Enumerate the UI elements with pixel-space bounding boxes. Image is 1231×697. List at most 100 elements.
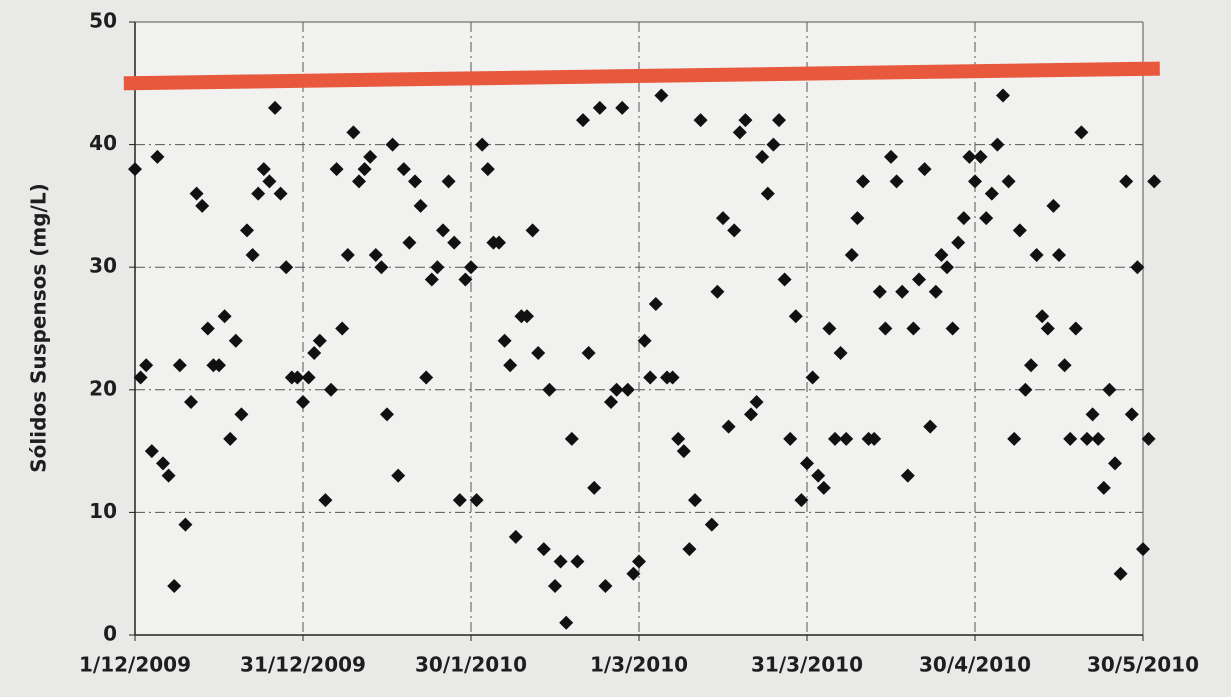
point xyxy=(587,480,602,495)
point xyxy=(223,431,238,446)
point xyxy=(615,100,630,115)
point xyxy=(732,125,747,140)
point xyxy=(688,493,702,508)
point xyxy=(464,260,478,275)
point xyxy=(380,407,394,422)
point xyxy=(1046,198,1061,213)
point xyxy=(307,346,322,361)
point xyxy=(923,419,938,434)
point xyxy=(290,370,305,385)
point xyxy=(604,395,618,410)
point xyxy=(234,407,249,422)
point xyxy=(1057,358,1072,373)
point xyxy=(559,615,574,630)
point xyxy=(654,88,669,103)
point xyxy=(800,456,814,471)
point xyxy=(1091,431,1106,446)
point xyxy=(973,149,988,164)
point xyxy=(424,272,439,287)
point xyxy=(1018,382,1033,397)
y-tick-label: 50 xyxy=(89,9,117,33)
point xyxy=(811,468,826,483)
point xyxy=(195,198,210,213)
point xyxy=(945,321,960,336)
point xyxy=(884,149,898,164)
point xyxy=(783,431,798,446)
point xyxy=(1119,174,1134,189)
point xyxy=(178,517,193,532)
point xyxy=(542,382,557,397)
point xyxy=(755,149,770,164)
point xyxy=(1007,431,1022,446)
x-tick-label: 31/12/2009 xyxy=(240,653,366,677)
point xyxy=(940,260,954,275)
point xyxy=(844,247,859,262)
point xyxy=(245,247,260,262)
point xyxy=(867,431,882,446)
point xyxy=(430,260,445,275)
point xyxy=(1130,260,1145,275)
point xyxy=(503,358,518,373)
point xyxy=(553,554,568,569)
point xyxy=(139,358,154,373)
point xyxy=(822,321,837,336)
point xyxy=(872,284,887,299)
point xyxy=(996,88,1010,103)
point xyxy=(828,431,842,446)
point xyxy=(951,235,966,250)
point xyxy=(150,149,165,164)
point xyxy=(396,162,411,177)
point xyxy=(1012,223,1027,238)
point xyxy=(1136,542,1150,557)
point xyxy=(850,211,865,226)
point xyxy=(324,382,338,397)
point xyxy=(738,113,753,128)
point xyxy=(161,468,176,483)
point xyxy=(1080,431,1094,446)
point xyxy=(592,100,607,115)
point xyxy=(749,395,764,410)
point xyxy=(1035,309,1050,324)
point xyxy=(777,272,792,287)
point xyxy=(760,186,775,201)
point xyxy=(531,346,546,361)
point xyxy=(710,284,725,299)
point xyxy=(1113,566,1128,581)
point xyxy=(581,346,596,361)
point xyxy=(648,296,663,311)
point xyxy=(984,186,999,201)
point xyxy=(475,137,490,152)
point xyxy=(676,444,691,459)
point xyxy=(912,272,926,287)
point xyxy=(744,407,758,422)
point xyxy=(128,162,142,177)
point xyxy=(368,247,383,262)
y-tick-label: 30 xyxy=(89,254,117,278)
point xyxy=(436,223,450,238)
point xyxy=(352,174,366,189)
point xyxy=(805,370,820,385)
point xyxy=(1108,456,1122,471)
point xyxy=(329,162,344,177)
limit-line xyxy=(123,61,1160,91)
point xyxy=(693,113,708,128)
point xyxy=(301,370,316,385)
y-axis-title: Sólidos Suspensos (mg/L) xyxy=(27,183,51,472)
point xyxy=(335,321,350,336)
y-tick-label: 10 xyxy=(89,499,117,523)
point xyxy=(318,493,333,508)
point xyxy=(620,382,635,397)
point xyxy=(1063,431,1078,446)
point xyxy=(1029,247,1044,262)
point xyxy=(212,358,226,373)
point xyxy=(1040,321,1055,336)
point xyxy=(643,370,658,385)
point xyxy=(144,444,159,459)
point xyxy=(273,186,288,201)
point xyxy=(839,431,854,446)
point xyxy=(458,272,473,287)
point xyxy=(548,578,562,593)
point xyxy=(917,162,932,177)
point xyxy=(279,260,294,275)
